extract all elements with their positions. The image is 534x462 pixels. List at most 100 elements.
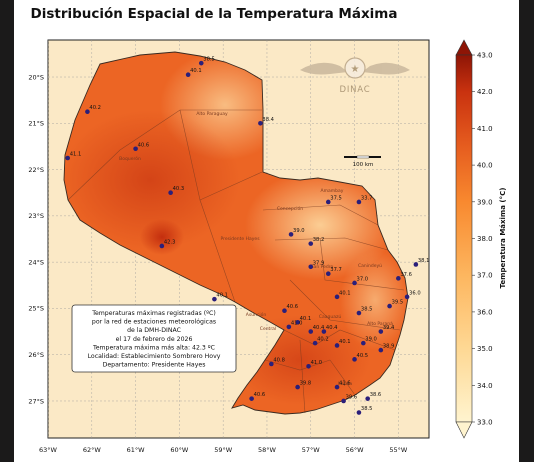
lat-tick-label: 25°S — [28, 305, 44, 313]
station-value-label: 39.4 — [383, 325, 395, 331]
station-value-label: 39.0 — [365, 337, 377, 343]
station-marker — [361, 340, 366, 346]
lon-tick-label: 63°W — [39, 446, 58, 454]
lon-tick-label: 60°W — [170, 446, 189, 454]
region-label: Concepción — [277, 205, 303, 212]
cooler-zone-east — [245, 170, 395, 280]
info-box-line: de la DMH-DINAC — [127, 327, 181, 334]
region-label: Canindeyú — [358, 262, 382, 269]
station-marker — [352, 357, 357, 362]
station-value-label: 41.1 — [70, 152, 82, 158]
lon-tick-label: 59°W — [214, 446, 233, 454]
station-value-label: 33.7 — [361, 195, 373, 201]
colorbar-tick-label: 41.0 — [477, 125, 493, 133]
station-value-label: 38.5 — [361, 307, 373, 313]
station-marker — [168, 190, 173, 196]
region-label: Amambay — [321, 188, 344, 194]
colorbar-tick-label: 43.0 — [477, 52, 493, 60]
station-marker — [356, 310, 362, 316]
info-box-line: Temperatura máxima más alta: 42.3 ºC — [92, 343, 215, 351]
station-value-label: 41.6 — [339, 381, 351, 387]
station-marker — [249, 396, 254, 401]
station-value-label: 40.5 — [357, 353, 369, 359]
colorbar-bottom-arrow — [455, 421, 473, 439]
region-label: Central — [260, 326, 276, 332]
scale-bar-black — [344, 156, 357, 158]
station-value-label: 38.5 — [361, 406, 373, 412]
logo-wing-right — [362, 62, 410, 75]
region-label: Itapúa — [338, 380, 353, 387]
station-marker — [396, 276, 401, 281]
longitude-ticks: 63°W 62°W 61°W 60°W 59°W 58°W 57°W 56°W 55°W — [39, 446, 408, 454]
colorbar-tick-label: 33.0 — [477, 419, 493, 427]
country-outline — [63, 51, 409, 415]
station-value-label: 37.5 — [330, 195, 342, 201]
station-marker — [85, 109, 90, 115]
station-value-label: 40.1 — [339, 339, 351, 345]
station-value-label: 38.4 — [262, 117, 274, 123]
lon-tick-label: 62°W — [83, 446, 102, 454]
station-value-label: 40.1 — [339, 290, 351, 296]
station-value-label: 40.6 — [286, 304, 298, 310]
station-marker — [325, 271, 331, 277]
station-marker — [212, 296, 217, 302]
station-value-label: 37.9 — [313, 260, 325, 266]
logo-text: DINAC — [339, 85, 370, 95]
colorbar-tick-label: 42.0 — [477, 88, 493, 96]
station-marker — [159, 243, 165, 249]
region-label: Alto Paraguay — [196, 111, 228, 117]
station-marker — [306, 363, 311, 369]
station-value-label: 40.3 — [173, 186, 185, 192]
stations-layer: 38.540.140.238.440.641.140.337.5 33.742.3… — [65, 57, 429, 415]
lon-tick-label: 58°W — [258, 446, 277, 454]
colorbar-label: Temperatura Máxima (°C) — [499, 188, 507, 289]
region-labels: Alto Paraguay Boquerón Presidente Hayes Con… — [119, 111, 393, 387]
station-marker — [295, 384, 300, 390]
info-box-frame — [71, 304, 237, 373]
station-marker — [325, 199, 331, 205]
scale-bar-label: 100 km — [353, 162, 374, 168]
hot-zone-max — [140, 219, 184, 255]
logo-emblem — [344, 57, 366, 79]
info-box-line: el 17 de febrero de 2026 — [116, 336, 193, 343]
latitude-ticks: 20°S 21°S 22°S 23°S 24°S 25°S 26°S 27°S — [28, 73, 44, 405]
station-marker — [334, 384, 340, 390]
station-value-label: 39.5 — [392, 300, 404, 306]
colorbar-tick-label: 35.0 — [477, 345, 493, 353]
region-label: Presidente Hayes — [220, 236, 260, 242]
region-label: Boquerón — [119, 155, 141, 162]
station-value-label: 41.0 — [291, 320, 303, 326]
logo-wing-left — [300, 62, 348, 75]
station-marker — [334, 294, 340, 300]
lat-tick-label: 20°S — [28, 73, 44, 81]
station-value-label: 40.1 — [300, 316, 312, 322]
colorbar: 43.0 42.0 41.0 40.0 39.0 38.0 37.0 36.0 35.0 34.0… — [455, 39, 507, 439]
station-marker — [288, 232, 294, 237]
map-title: Distribución Espacial de la Temperatura … — [30, 6, 398, 22]
station-marker — [133, 146, 138, 152]
station-value-label: 40.4 — [326, 325, 338, 331]
station-value-label: 38.5 — [203, 57, 215, 63]
station-value-label: 41.0 — [311, 360, 323, 366]
lon-tick-label: 56°W — [346, 446, 365, 454]
lat-tick-label: 22°S — [28, 166, 44, 174]
station-value-label: 38.9 — [383, 344, 395, 350]
station-marker — [356, 410, 362, 415]
colorbar-tick-label: 34.0 — [477, 382, 493, 390]
station-marker — [356, 199, 362, 205]
station-value-label: 38.6 — [370, 392, 382, 398]
station-value-label: 40.6 — [254, 392, 266, 398]
station-value-label: 40.8 — [273, 357, 285, 363]
station-marker — [341, 398, 346, 404]
station-marker — [295, 320, 300, 325]
station-value-label: 39.0 — [293, 228, 305, 234]
hot-zone-chaco — [64, 110, 240, 250]
scale-bar: 100 km — [344, 155, 381, 168]
station-marker — [312, 340, 318, 346]
station-marker — [352, 280, 357, 286]
station-value-label: 37.6 — [400, 272, 412, 278]
station-marker — [334, 343, 340, 348]
station-marker — [404, 294, 410, 300]
colorbar-tick-label: 38.0 — [477, 235, 493, 243]
scale-bar-black-2 — [369, 156, 381, 158]
